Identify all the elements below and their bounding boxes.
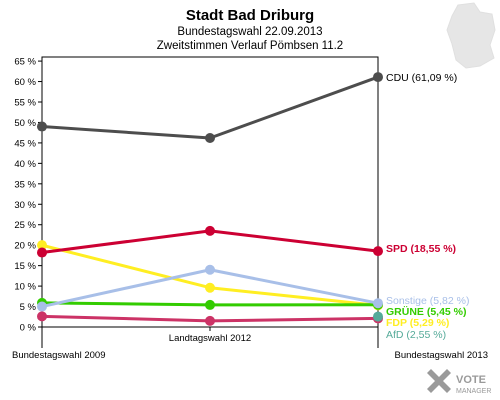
series-label-spd: SPD (18,55 %) <box>386 243 456 255</box>
data-point-linke <box>37 311 47 322</box>
y-tick-label: 30 % <box>14 200 36 211</box>
chart-subtitle: Bundestagswahl 22.09.2013 <box>177 26 322 38</box>
data-point-spd <box>37 247 47 258</box>
y-tick-label: 10 % <box>14 282 36 293</box>
logo-line2: MANAGER <box>456 388 491 395</box>
series-label-grüne: GRÜNE (5,45 %) <box>386 305 467 318</box>
y-tick-label: 35 % <box>14 179 36 190</box>
y-tick-label: 25 % <box>14 220 36 231</box>
series-label-cdu: CDU (61,09 %) <box>386 72 457 84</box>
y-tick-label: 20 % <box>14 241 36 252</box>
y-tick-label: 40 % <box>14 159 36 170</box>
data-point-cdu <box>373 72 383 83</box>
series-line-cdu <box>41 75 379 140</box>
data-point-linke <box>205 315 215 326</box>
y-tick-label: 5 % <box>20 302 37 313</box>
series-label-sonstige: Sonstige (5,82 %) <box>386 295 469 307</box>
data-point-sonstige <box>373 298 383 309</box>
series-label-afd: AfD (2,55 %) <box>386 329 446 341</box>
data-point-cdu <box>37 121 47 132</box>
vote-manager-logo: VOTE MANAGER <box>427 369 491 395</box>
series-layer <box>37 72 383 326</box>
series-label-fdp: FDP (5,29 %) <box>386 317 449 329</box>
x-tick-label: Landtagswahl 2012 <box>169 333 251 344</box>
y-tick-label: 45 % <box>14 138 36 149</box>
y-tick-label: 15 % <box>14 261 36 272</box>
y-axis: 0 % 5 % 10 % 15 % 20 % 25 % 30 % 35 % 40 % 45 % 50… <box>14 57 42 334</box>
y-tick-label: 55 % <box>14 98 36 109</box>
data-point-afd <box>373 311 383 322</box>
data-point-cdu <box>205 133 215 143</box>
data-point-grüne <box>205 299 215 310</box>
x-tick-label: Bundestagswahl 2013 <box>395 350 489 361</box>
data-point-fdp <box>205 282 215 293</box>
y-tick-label: 60 % <box>14 77 36 88</box>
y-tick-label: 0 % <box>20 323 37 334</box>
data-point-sonstige <box>205 264 215 275</box>
x-tick-label: Bundestagswahl 2009 <box>12 350 106 361</box>
logo-line1: VOTE <box>456 374 486 386</box>
y-tick-label: 50 % <box>14 118 36 129</box>
y-tick-label: 65 % <box>14 57 36 68</box>
data-point-spd <box>205 225 215 236</box>
germany-map-icon <box>446 2 496 69</box>
data-point-sonstige <box>37 301 47 312</box>
data-point-spd <box>373 246 383 257</box>
data-point-fdp <box>37 240 47 251</box>
chart-title: Stadt Bad Driburg <box>186 7 314 24</box>
chart-subtitle-2: Zweitstimmen Verlauf Pömbsen 11.2 <box>157 40 343 52</box>
x-axis: Bundestagswahl 2009 Landtagswahl 2012 Bund… <box>12 327 488 361</box>
series-labels: CDU (61,09 %) SPD (18,55 %) Sonstige (5,82… <box>386 72 469 341</box>
